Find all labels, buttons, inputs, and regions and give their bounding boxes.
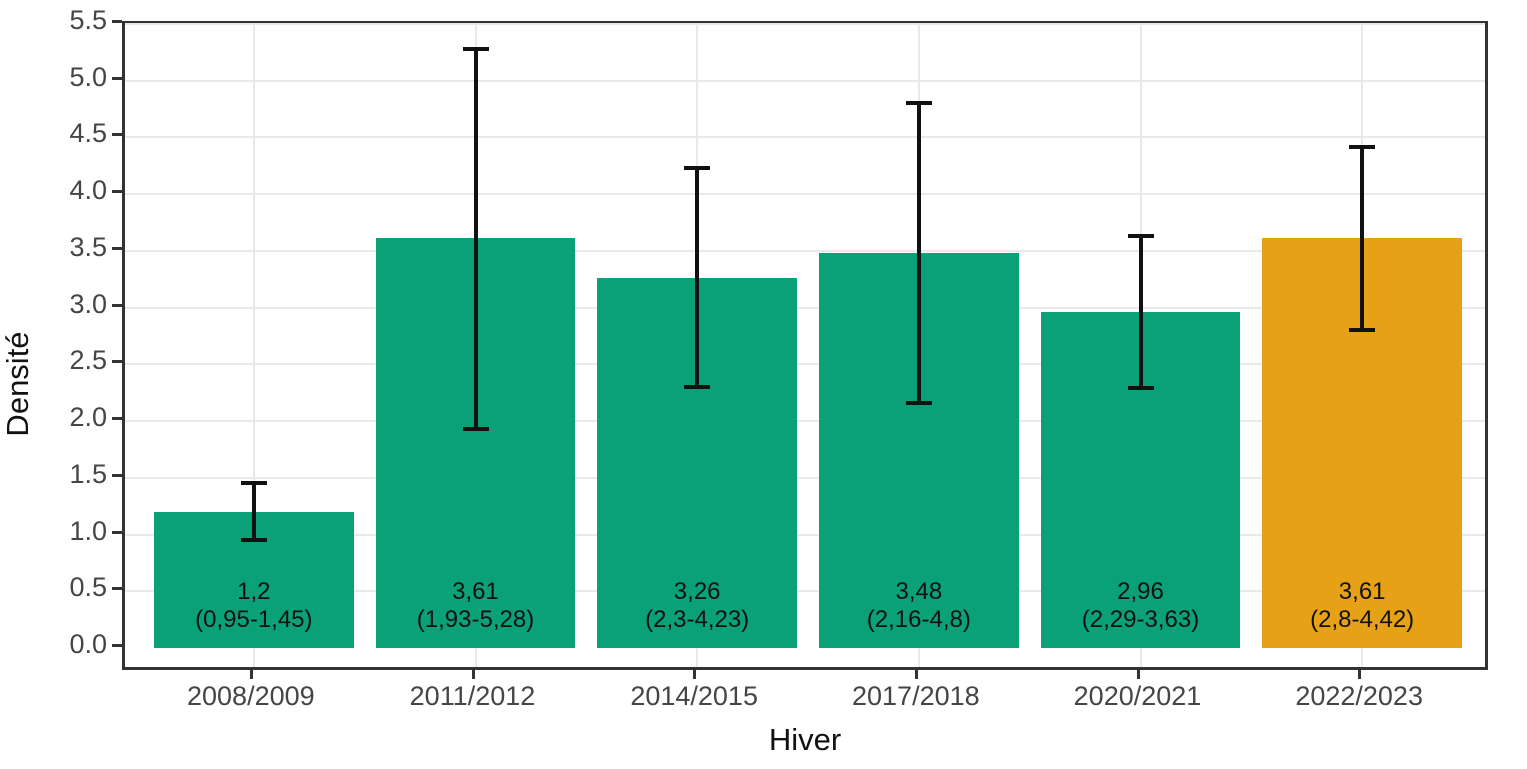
y-tick-mark — [112, 246, 122, 250]
error-bar-cap-bottom — [1349, 328, 1376, 333]
x-tick-mark — [914, 670, 918, 679]
h-gridline — [125, 249, 1485, 252]
error-bar-cap-top — [462, 46, 489, 51]
bar-interval-text: (2,3-4,23) — [645, 606, 750, 633]
y-tick-label: 3.5 — [69, 231, 107, 262]
h-gridline — [125, 23, 1485, 25]
y-tick-label: 2.0 — [69, 402, 107, 433]
plot-panel: 1,2 (0,95-1,45) 3,61 (1,93-5,28) 3,26 (2,3-4,… — [122, 21, 1488, 670]
y-axis-title: Densité — [0, 331, 35, 437]
error-bar-cap-bottom — [240, 538, 267, 543]
bar-value-label: 3,61 (1,93-5,28) — [365, 578, 587, 634]
y-tick-label: 0.5 — [69, 572, 107, 603]
y-tick-label: 5.0 — [69, 61, 107, 92]
y-tick-mark — [112, 473, 122, 477]
bar-value-label: 1,2 (0,95-1,45) — [143, 578, 365, 634]
error-bar-cap-top — [905, 101, 932, 106]
x-tick-mark — [471, 670, 475, 679]
error-bar-cap-bottom — [905, 400, 932, 405]
bar-interval-text: (2,16-4,8) — [866, 606, 971, 633]
error-bar-line — [473, 48, 478, 430]
error-bar-cap-bottom — [684, 385, 711, 390]
bar-value-label: 3,26 (2,3-4,23) — [586, 578, 808, 634]
h-gridline — [125, 533, 1485, 536]
y-tick-mark — [112, 360, 122, 364]
x-tick-mark — [1136, 670, 1140, 679]
y-tick-mark — [112, 644, 122, 647]
x-axis-title: Hiver — [768, 722, 842, 757]
x-tick-mark — [249, 670, 253, 679]
error-bar-cap-top — [240, 481, 267, 486]
bar-value-text: 3,26 — [673, 578, 721, 605]
error-bar-cap-top — [1127, 234, 1154, 239]
bar-value-text: 3,61 — [452, 578, 499, 605]
y-tick-mark — [112, 20, 122, 23]
h-gridline — [125, 420, 1485, 423]
y-tick-label: 1.0 — [69, 515, 107, 546]
error-bar-line — [251, 483, 256, 541]
error-bar-line — [1360, 146, 1365, 331]
h-gridline — [125, 590, 1485, 593]
error-bar-line — [695, 168, 700, 388]
h-gridline — [125, 363, 1485, 366]
h-gridline — [125, 476, 1485, 479]
h-gridline — [125, 79, 1485, 82]
bar-value-text: 2,96 — [1117, 578, 1164, 605]
y-tick-label: 4.5 — [69, 118, 107, 149]
h-gridline — [125, 193, 1485, 196]
y-tick-mark — [112, 303, 122, 307]
y-tick-mark — [112, 190, 122, 194]
bar-value-text: 3,61 — [1338, 578, 1386, 605]
y-tick-mark — [112, 76, 122, 80]
error-bar-line — [916, 103, 921, 403]
v-gridline — [252, 24, 255, 667]
bar-interval-text: (2,8-4,42) — [1310, 606, 1415, 633]
bar-value-text: 1,2 — [237, 578, 271, 605]
y-tick-label: 4.0 — [69, 175, 107, 206]
y-tick-mark — [112, 417, 122, 421]
x-tick-label: 2011/2012 — [409, 681, 536, 711]
y-tick-mark — [112, 587, 122, 591]
error-bar-cap-bottom — [462, 427, 489, 432]
error-bar-cap-top — [684, 166, 711, 171]
x-tick-label: 2022/2023 — [1295, 681, 1423, 711]
bar-value-text: 3,48 — [895, 578, 943, 605]
y-tick-mark — [112, 530, 122, 534]
bar-value-label: 2,96 (2,29-3,63) — [1030, 578, 1252, 634]
x-tick-mark — [693, 670, 697, 679]
y-tick-label: 5.5 — [69, 5, 107, 35]
y-tick-label: 3.0 — [69, 288, 107, 319]
y-tick-label: 0.0 — [69, 629, 107, 659]
bar-interval-text: (2,29-3,63) — [1081, 606, 1200, 633]
bar-value-label: 3,48 (2,16-4,8) — [808, 578, 1030, 634]
h-gridline — [125, 306, 1485, 309]
h-gridline — [125, 136, 1485, 139]
x-tick-label: 2008/2009 — [187, 681, 315, 711]
x-tick-mark — [1358, 670, 1362, 679]
x-tick-label: 2017/2018 — [852, 681, 980, 711]
bar-value-label: 3,61 (2,8-4,42) — [1251, 578, 1473, 634]
error-bar-cap-bottom — [1127, 386, 1154, 391]
bar-interval-text: (1,93-5,28) — [416, 606, 535, 633]
y-tick-label: 2.5 — [69, 345, 107, 376]
x-tick-label: 2020/2021 — [1073, 681, 1202, 711]
y-tick-label: 1.5 — [69, 458, 107, 489]
error-bar-cap-top — [1349, 144, 1376, 149]
x-tick-label: 2014/2015 — [630, 681, 758, 711]
error-bar-line — [1138, 236, 1143, 389]
y-tick-mark — [112, 133, 122, 137]
bar-interval-text: (0,95-1,45) — [195, 606, 313, 633]
